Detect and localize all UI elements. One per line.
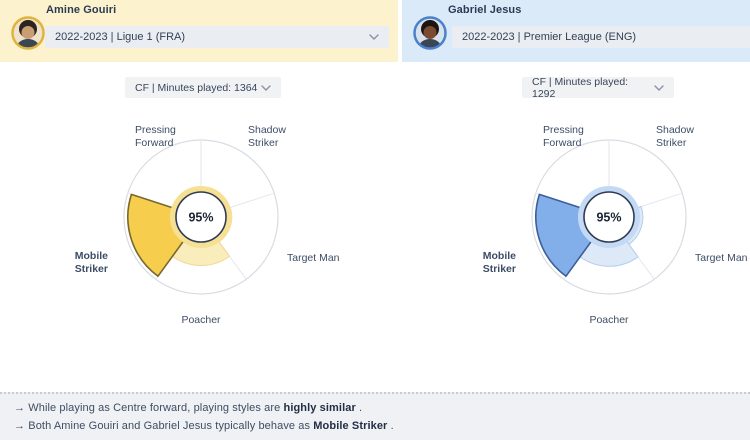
- style-label-shadow-striker: Striker: [248, 137, 279, 149]
- style-label-poacher: Poacher: [181, 314, 221, 326]
- insight-prefix: → While playing as Centre forward, playi…: [14, 402, 284, 414]
- player-header: Amine Gouiri 2022-2023 | Ligue 1 (FRA): [0, 0, 398, 62]
- insight-highlight: Mobile Striker: [313, 420, 388, 432]
- chevron-down-icon: [369, 34, 379, 40]
- insight-prefix: → Both Amine Gouiri and Gabriel Jesus ty…: [14, 420, 314, 432]
- position-minutes-value: CF | Minutes played: 1364: [135, 81, 258, 94]
- insight-line-similarity: → While playing as Centre forward, playi…: [14, 402, 738, 414]
- chart-center-circle: [583, 191, 635, 243]
- season-league-value: 2022-2023 | Premier League (ENG): [462, 31, 637, 43]
- position-minutes-value: CF | Minutes played: 1292: [532, 75, 629, 100]
- player-panel-left: Amine Gouiri 2022-2023 | Ligue 1 (FRA) C…: [0, 0, 398, 392]
- style-label-mobile-striker: Striker: [75, 263, 108, 275]
- season-league-select[interactable]: 2022-2023 | Ligue 1 (FRA): [45, 26, 389, 48]
- style-label-shadow-striker: Shadow: [248, 124, 286, 136]
- player-name: Amine Gouiri: [46, 4, 117, 16]
- style-label-pressing-forward: Pressing: [543, 124, 584, 136]
- style-label-shadow-striker: Shadow: [656, 124, 694, 136]
- chevron-down-icon: [261, 84, 271, 91]
- chevron-down-icon: [654, 84, 664, 91]
- insight-line-style: → Both Amine Gouiri and Gabriel Jesus ty…: [14, 420, 738, 432]
- player-panel-right: Gabriel Jesus 2022-2023 | Premier League…: [402, 0, 750, 392]
- player-avatar: [11, 16, 45, 50]
- style-label-target-man: Target Man: [695, 252, 748, 264]
- insights-footer: → While playing as Centre forward, playi…: [0, 392, 750, 440]
- position-minutes-select[interactable]: CF | Minutes played: 1292: [522, 75, 674, 100]
- chart-center-halo: [170, 186, 232, 248]
- similarity-percent: 95%: [596, 211, 621, 225]
- player-name: Gabriel Jesus: [448, 4, 522, 16]
- style-label-poacher: Poacher: [589, 314, 629, 326]
- chart-center-halo: [578, 186, 640, 248]
- insight-suffix: .: [355, 402, 363, 414]
- chart-center-circle: [175, 191, 227, 243]
- style-label-mobile-striker: Mobile: [483, 250, 516, 262]
- season-league-select[interactable]: 2022-2023 | Premier League (ENG): [452, 26, 750, 48]
- player-avatar: [413, 16, 447, 50]
- insight-highlight: highly similar: [283, 402, 356, 414]
- style-label-mobile-striker: Striker: [483, 263, 516, 275]
- style-label-pressing-forward: Forward: [135, 137, 174, 149]
- style-label-pressing-forward: Forward: [543, 137, 582, 149]
- season-league-value: 2022-2023 | Ligue 1 (FRA): [55, 31, 186, 43]
- style-label-mobile-striker: Mobile: [75, 250, 108, 262]
- similarity-percent: 95%: [188, 211, 213, 225]
- style-label-target-man: Target Man: [287, 252, 340, 264]
- style-label-shadow-striker: Striker: [656, 137, 687, 149]
- style-label-pressing-forward: Pressing: [135, 124, 176, 136]
- position-minutes-select[interactable]: CF | Minutes played: 1364: [125, 77, 281, 98]
- insight-suffix: .: [387, 420, 394, 432]
- player-header: Gabriel Jesus 2022-2023 | Premier League…: [402, 0, 750, 62]
